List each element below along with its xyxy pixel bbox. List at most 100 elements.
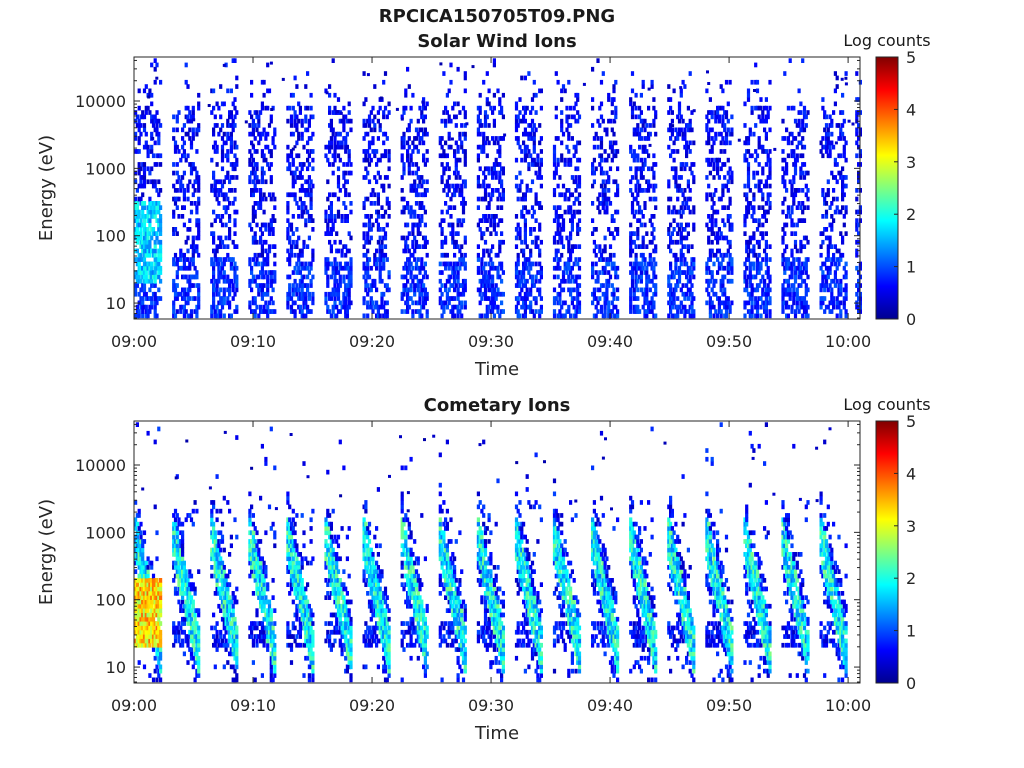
heatmap-cell (592, 170, 596, 176)
heatmap-cell (567, 131, 571, 137)
heatmap-cell (487, 140, 491, 146)
heatmap-cell (677, 131, 682, 137)
heatmap-cell (264, 270, 268, 275)
heatmap-cell (144, 313, 148, 319)
heatmap-cell (669, 248, 673, 254)
heatmap-cell (781, 296, 785, 301)
heatmap-cell (406, 265, 410, 271)
heatmap-cell (298, 248, 302, 254)
heatmap-cell (802, 162, 807, 167)
heatmap-cell (676, 136, 680, 141)
heatmap-cell (463, 300, 467, 306)
heatmap-cell (460, 144, 464, 150)
heatmap-cell (142, 227, 147, 232)
heatmap-cell (224, 175, 228, 180)
heatmap-cell (835, 123, 839, 128)
heatmap-cell (643, 205, 647, 210)
heatmap-cell (492, 227, 496, 232)
heatmap-cell (371, 278, 375, 284)
heatmap-cell (289, 123, 294, 128)
heatmap-cell (253, 201, 257, 206)
heatmap-cell (710, 114, 714, 120)
heatmap-cell (331, 222, 335, 228)
heatmap-cell (603, 309, 607, 314)
heatmap-cell (141, 274, 145, 280)
heatmap-cell (768, 149, 772, 154)
heatmap-cell (821, 192, 825, 198)
heatmap-cell (148, 287, 152, 293)
heatmap-cell (757, 222, 761, 228)
heatmap-cell (482, 265, 486, 271)
heatmap-cell (630, 88, 635, 94)
heatmap-cell (267, 244, 272, 249)
heatmap-cell (498, 110, 502, 115)
heatmap-cell (150, 166, 154, 172)
heatmap-cell (552, 296, 557, 301)
heatmap-cell (458, 265, 462, 271)
heatmap-cell (425, 252, 429, 258)
heatmap-cell (177, 110, 181, 115)
heatmap-cell (719, 278, 723, 284)
heatmap-cell (786, 283, 790, 288)
heatmap-cell (823, 196, 827, 202)
heatmap-cell (193, 309, 197, 314)
heatmap-cell (498, 274, 502, 280)
heatmap-cell (333, 144, 337, 150)
heatmap-cell (763, 183, 767, 189)
heatmap-cell (728, 140, 732, 146)
heatmap-cell (723, 110, 727, 115)
heatmap-cell (577, 227, 582, 232)
heatmap-cell (645, 287, 649, 293)
heatmap-cell (142, 265, 147, 271)
heatmap-cell (445, 296, 449, 301)
heatmap-cell (603, 300, 607, 306)
heatmap-cell (714, 118, 718, 124)
heatmap-cell (752, 170, 756, 176)
heatmap-cell (344, 140, 348, 146)
heatmap-cell (137, 88, 141, 94)
heatmap-cell (228, 291, 232, 297)
heatmap-cell (577, 114, 582, 120)
heatmap-cell (222, 278, 226, 284)
heatmap-cell (306, 287, 310, 293)
heatmap-cell (592, 239, 596, 245)
heatmap-cell (266, 313, 270, 319)
heatmap-cell (498, 291, 502, 297)
heatmap-cell (438, 300, 442, 306)
heatmap-cell (686, 196, 690, 202)
heatmap-cell (387, 201, 391, 206)
heatmap-cell (643, 144, 647, 150)
heatmap-cell (181, 274, 185, 280)
heatmap-cell (142, 214, 147, 219)
heatmap-cell (139, 265, 143, 271)
heatmap-cell (297, 304, 301, 310)
heatmap-cell (638, 136, 642, 141)
heatmap-cell (636, 304, 640, 310)
heatmap-cell (402, 144, 406, 150)
heatmap-cell (520, 118, 524, 124)
heatmap-cell (273, 309, 277, 314)
heatmap-cell (708, 218, 712, 223)
heatmap-cell (260, 166, 264, 172)
heatmap-cell (643, 270, 647, 275)
heatmap-cell (632, 291, 636, 297)
heatmap-cell (288, 252, 292, 258)
heatmap-cell (291, 105, 295, 111)
heatmap-cell (529, 287, 533, 293)
heatmap-cell (267, 192, 272, 198)
heatmap-cell (707, 278, 711, 284)
heatmap-cell (487, 201, 491, 206)
heatmap-cell (683, 127, 687, 133)
heatmap-cell (705, 278, 709, 284)
heatmap-cell (835, 296, 839, 301)
heatmap-cell (708, 192, 712, 198)
heatmap-cell (487, 205, 491, 210)
heatmap-cell (150, 296, 154, 301)
heatmap-cell (456, 144, 460, 150)
heatmap-cell (367, 118, 372, 124)
heatmap-cell (570, 287, 574, 293)
heatmap-cell (634, 304, 638, 310)
heatmap-cell (491, 278, 495, 284)
heatmap-cell (362, 205, 366, 210)
heatmap-cell (554, 166, 558, 172)
